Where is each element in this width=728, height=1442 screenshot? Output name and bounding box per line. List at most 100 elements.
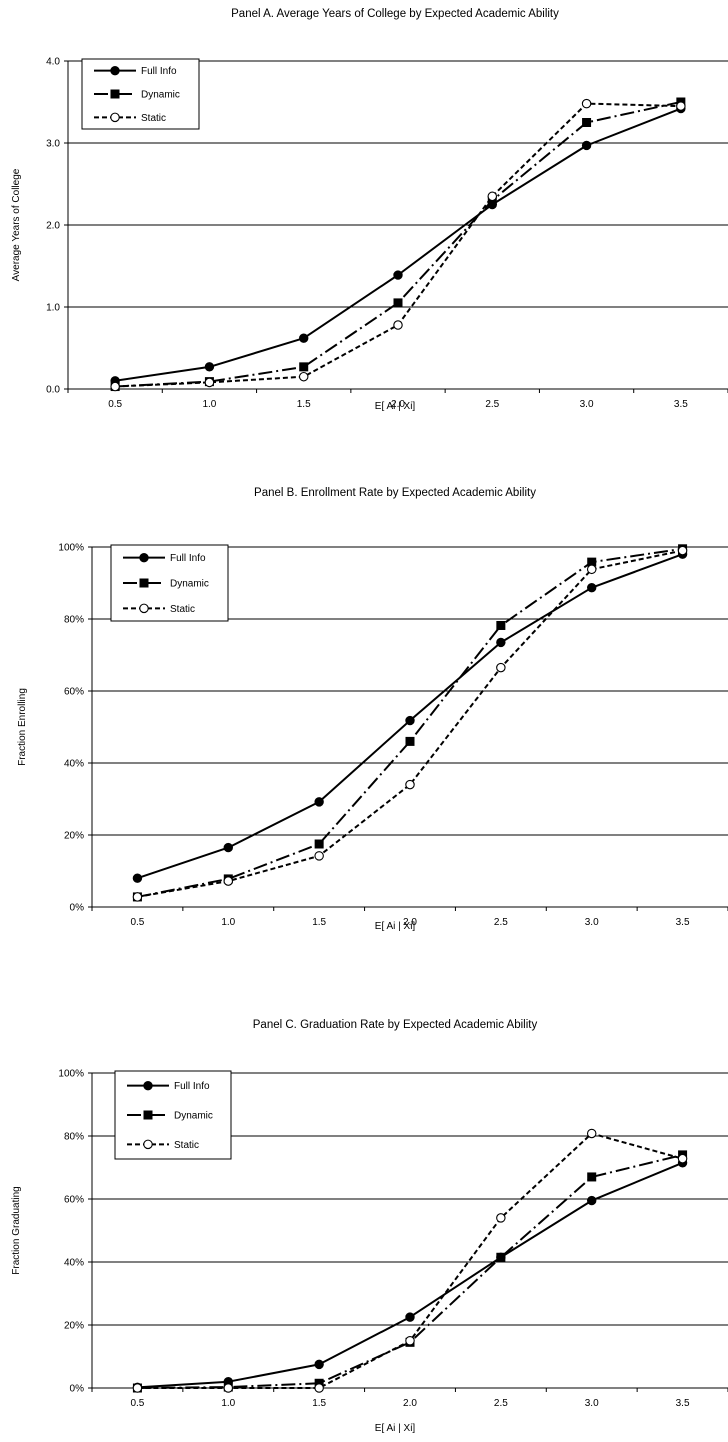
data-point-static [132, 892, 143, 902]
data-point-static [223, 876, 234, 886]
data-point-static [677, 1153, 688, 1164]
legend-marker-dynamic [139, 578, 149, 588]
data-point-full-info [132, 873, 143, 883]
x-tick-label: 3.5 [676, 1398, 690, 1409]
data-point-static [314, 851, 324, 861]
legend-label-static: Static [170, 604, 195, 615]
y-tick-label: 0% [70, 1384, 85, 1395]
series-line-static [115, 102, 681, 388]
legend-label-dynamic: Dynamic [170, 579, 209, 590]
data-point-full-info [314, 1359, 324, 1370]
y-tick-label: 2.0 [46, 221, 60, 232]
y-tick-label: 80% [64, 615, 84, 626]
data-point-dynamic [582, 118, 592, 127]
x-tick-label: 2.0 [391, 399, 405, 410]
x-tick-label: 2.5 [494, 917, 508, 928]
y-tick-label: 80% [64, 1132, 84, 1143]
x-tick-label: 2.5 [494, 1398, 508, 1409]
panel-title: Panel C. Graduation Rate by Expected Aca… [253, 1019, 538, 1031]
data-point-static [132, 1383, 143, 1393]
x-tick-label: 0.5 [108, 399, 122, 410]
y-tick-label: 100% [58, 1069, 84, 1080]
x-tick-label: 1.5 [312, 917, 326, 928]
y-axis-label: Average Years of College [11, 168, 22, 281]
data-point-full-info [405, 1312, 415, 1322]
y-tick-label: 3.0 [46, 139, 60, 150]
data-point-dynamic [405, 736, 415, 746]
data-point-full-info [581, 140, 592, 151]
legend-marker-static [110, 112, 120, 123]
y-tick-label: 0.0 [46, 385, 60, 396]
data-point-static [405, 779, 415, 790]
data-point-full-info [223, 842, 233, 853]
data-point-static [496, 1213, 506, 1223]
x-tick-label: 2.0 [403, 917, 417, 928]
data-point-dynamic [299, 362, 309, 372]
x-tick-label: 3.5 [674, 399, 688, 410]
series-line-dynamic [115, 101, 682, 388]
data-point-static [204, 377, 215, 388]
x-tick-label: 3.0 [585, 1398, 599, 1409]
data-point-static [581, 98, 592, 109]
legend-label-static: Static [141, 113, 166, 124]
series-line-full-info [137, 1161, 683, 1389]
series-line-full-info [114, 107, 682, 382]
panel-c: Panel C. Graduation Rate by Expected Aca… [11, 1019, 728, 1434]
x-tick-label: 1.5 [297, 399, 311, 410]
data-point-full-info [587, 1195, 597, 1206]
data-point-dynamic [393, 298, 403, 308]
panel-b: Panel B. Enrollment Rate by Expected Aca… [17, 487, 728, 932]
data-point-static [677, 545, 688, 556]
y-axis-label: Fraction Enrolling [17, 688, 28, 766]
x-tick-label: 1.0 [202, 399, 216, 410]
legend-marker-dynamic [110, 89, 120, 99]
data-point-static [586, 1128, 597, 1139]
panel-a: Panel A. Average Years of College by Exp… [11, 8, 728, 412]
y-tick-label: 40% [64, 759, 84, 770]
y-tick-label: 60% [64, 687, 84, 698]
data-point-static [314, 1383, 324, 1393]
x-tick-label: 1.0 [221, 1398, 235, 1409]
y-tick-label: 60% [64, 1195, 84, 1206]
data-point-static [487, 191, 498, 202]
x-tick-label: 2.5 [485, 399, 499, 410]
legend-label-dynamic: Dynamic [141, 90, 180, 101]
legend-label-full-info: Full Info [170, 553, 206, 564]
legend-label-full-info: Full Info [174, 1081, 210, 1092]
data-point-static [676, 101, 686, 111]
y-tick-label: 20% [64, 1321, 84, 1332]
legend-marker-dynamic [143, 1110, 153, 1120]
data-point-static [110, 381, 120, 392]
data-point-static [496, 662, 506, 673]
data-point-dynamic [496, 1252, 506, 1262]
legend-marker-full-info [143, 1080, 153, 1091]
data-point-dynamic [587, 1172, 597, 1182]
panel-title: Panel A. Average Years of College by Exp… [231, 8, 559, 20]
y-tick-label: 100% [58, 543, 84, 554]
series-line-dynamic [137, 1153, 683, 1389]
x-tick-label: 3.0 [580, 399, 594, 410]
data-point-full-info [496, 637, 506, 648]
y-tick-label: 0% [70, 903, 85, 914]
y-axis-label: Fraction Graduating [11, 1186, 22, 1274]
x-axis-label: E[ Ai | Xi] [375, 1423, 416, 1434]
data-point-full-info [393, 270, 403, 280]
data-point-full-info [299, 333, 309, 343]
data-point-static [298, 371, 309, 382]
y-tick-label: 20% [64, 831, 84, 842]
series-line-static [137, 1132, 683, 1389]
y-tick-label: 4.0 [46, 57, 60, 68]
data-point-full-info [204, 362, 215, 372]
y-tick-label: 40% [64, 1258, 84, 1269]
y-tick-label: 1.0 [46, 303, 60, 314]
data-point-static [223, 1383, 234, 1393]
x-axis-label: E[ Ai | Xi] [375, 401, 416, 412]
x-tick-label: 3.0 [585, 917, 599, 928]
x-tick-label: 0.5 [130, 1398, 144, 1409]
x-axis-label: E[ Ai | Xi] [375, 921, 416, 932]
data-point-dynamic [496, 620, 506, 630]
data-point-dynamic [314, 839, 324, 849]
x-tick-label: 1.5 [312, 1398, 326, 1409]
x-tick-label: 0.5 [130, 917, 144, 928]
